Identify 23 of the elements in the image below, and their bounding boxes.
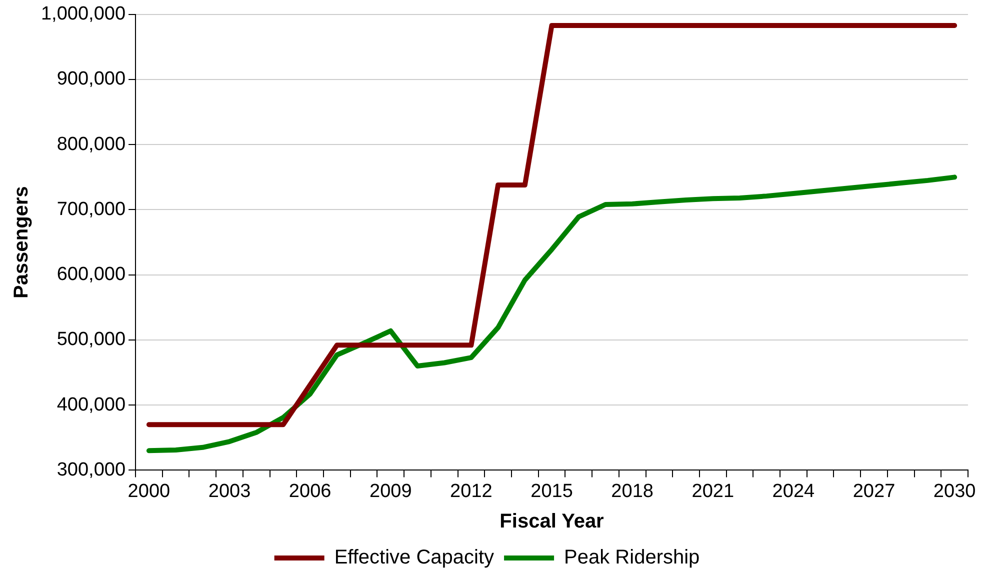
y-tick-label: 700,000 <box>56 198 126 220</box>
y-tick-label: 500,000 <box>56 329 126 350</box>
legend-label: Effective Capacity <box>334 546 494 569</box>
y-tick-label: 900,000 <box>56 68 126 90</box>
x-tick-label: 2006 <box>288 480 332 502</box>
x-tick-label: 2024 <box>772 480 816 502</box>
x-tick-label: 2009 <box>370 480 412 502</box>
x-tick-label: 2000 <box>128 480 170 502</box>
x-tick-label: 2018 <box>611 480 654 502</box>
y-tick-label: 1,000,000 <box>40 4 126 25</box>
x-tick-label: 2003 <box>208 480 251 502</box>
x-tick-label: 2021 <box>692 480 734 502</box>
x-tick-label: 2027 <box>852 480 896 502</box>
x-tick-label: 2012 <box>450 480 492 502</box>
x-tick-label: 2030 <box>933 480 976 502</box>
x-axis-title: Fiscal Year <box>500 510 604 533</box>
x-tick-label: 2015 <box>530 480 573 502</box>
y-tick-label: 400,000 <box>56 394 126 416</box>
legend-label: Peak Ridership <box>564 546 700 569</box>
y-tick-label: 600,000 <box>56 264 126 286</box>
y-axis-title: Passengers <box>10 186 33 298</box>
y-tick-label: 300,000 <box>56 459 126 480</box>
y-tick-label: 800,000 <box>56 134 126 155</box>
